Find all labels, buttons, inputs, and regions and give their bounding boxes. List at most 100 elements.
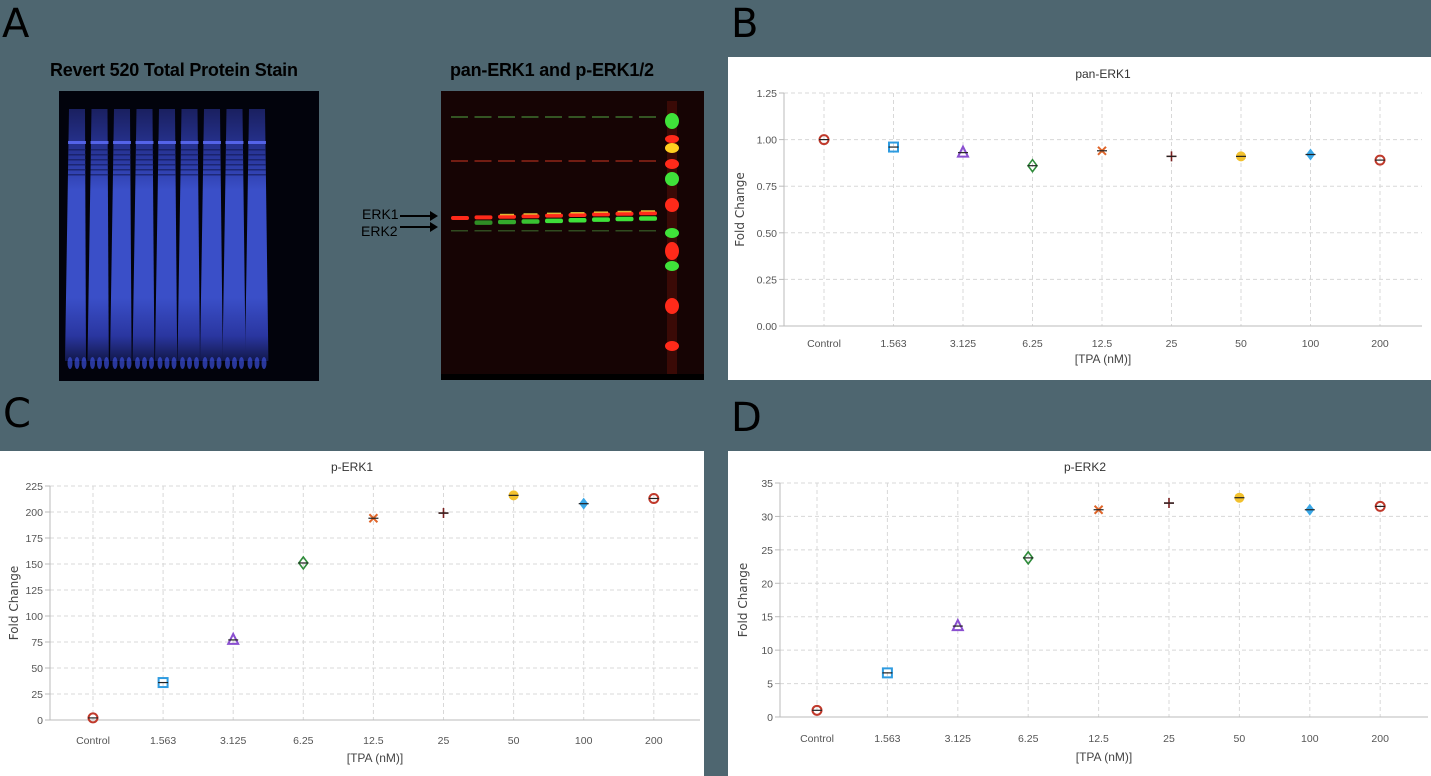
data-point-200 [648, 492, 660, 504]
chart-title: pan-ERK1 [1075, 67, 1131, 81]
data-point-1-563 [888, 141, 899, 153]
data-point-6-25 [1022, 550, 1034, 566]
x-tick-label: 3.125 [945, 733, 971, 745]
x-tick-label: 3.125 [950, 338, 976, 350]
total-protein-stain-gel-image [59, 91, 319, 381]
x-tick-label: Control [76, 735, 110, 747]
x-tick-label: 200 [645, 735, 663, 747]
data-point-3-125 [226, 631, 240, 645]
x-tick-label: 200 [1371, 733, 1389, 745]
y-axis-label: Fold Change [736, 563, 750, 638]
y-tick-label: 200 [25, 507, 43, 519]
chart-svg: pan-ERK1 0.00 0.25 0.50 0.75 1.00 1.25 Control 1… [733, 67, 1422, 366]
data-point-12-5 [1097, 146, 1107, 156]
data-point-control [818, 134, 830, 146]
x-tick-label: 25 [438, 735, 450, 747]
y-tick-label: 10 [761, 645, 773, 657]
data-point-6-25 [297, 555, 309, 571]
data-point-3-125 [951, 617, 965, 632]
x-tick-label: 25 [1163, 733, 1175, 745]
erk1-arrow-icon [400, 211, 438, 221]
stain-lane [65, 109, 87, 369]
data-point-100 [1304, 503, 1315, 516]
panel-label-b: B [731, 1, 759, 47]
x-tick-label: Control [807, 338, 841, 350]
data-point-12-5 [368, 513, 379, 523]
chart-svg: p-ERK1 0 25 50 75 100 125 150 175 200 225 Control 1.… [7, 460, 700, 765]
molecular-weight-ladder [665, 101, 679, 376]
data-point-200 [1374, 154, 1386, 166]
data-point-50 [1236, 151, 1246, 162]
x-tick-label: 12.5 [1088, 733, 1109, 745]
data-point-6-25 [1027, 158, 1038, 174]
y-tick-label: 0.25 [757, 274, 778, 286]
stain-lane [132, 109, 155, 369]
y-tick-label: 25 [31, 689, 43, 701]
x-tick-label: 6.25 [1018, 733, 1039, 745]
panel-label-a: A [2, 1, 30, 47]
x-tick-label: 50 [1235, 338, 1247, 350]
erk1-band-label: ERK1 [362, 206, 399, 222]
y-tick-label: 0 [767, 712, 773, 724]
blot-lane [474, 116, 493, 232]
data-point-25 [438, 508, 449, 519]
y-tick-label: 0.50 [757, 228, 778, 240]
y-tick-label: 25 [761, 545, 773, 557]
chart-p-erk1: p-ERK1 0 25 50 75 100 125 150 175 200 225 Control 1.… [0, 451, 704, 776]
x-axis-label: [TPA (nM)] [1076, 750, 1132, 764]
blot-lane [521, 116, 540, 232]
erk-blot-title: pan-ERK1 and p-ERK1/2 [450, 60, 654, 80]
x-tick-label: 100 [575, 735, 593, 747]
x-tick-label: 100 [1301, 733, 1319, 745]
blot-lane [568, 116, 587, 232]
stain-lane [155, 109, 178, 369]
chart-title: p-ERK2 [1064, 460, 1106, 474]
x-tick-label: 12.5 [1092, 338, 1113, 350]
y-tick-label: 15 [761, 612, 773, 624]
x-tick-label: 100 [1302, 338, 1320, 350]
erk-western-blot-image [441, 91, 704, 380]
blot-lane [498, 116, 516, 232]
data-point-1-563 [881, 667, 893, 679]
data-point-3-125 [956, 144, 970, 158]
data-point-50 [508, 490, 519, 501]
y-axis-label: Fold Change [7, 566, 21, 641]
y-tick-label: 0.00 [757, 321, 778, 333]
y-axis-label: Fold Change [733, 172, 747, 247]
y-tick-label: 75 [31, 637, 43, 649]
y-tick-label: 175 [25, 533, 43, 545]
x-tick-label: 25 [1166, 338, 1178, 350]
erk2-arrow-icon [400, 222, 438, 232]
x-tick-label: 3.125 [220, 735, 246, 747]
stain-lane [177, 109, 200, 369]
y-tick-label: 0 [37, 715, 43, 727]
y-tick-label: 30 [761, 511, 773, 523]
y-tick-label: 1.25 [757, 88, 778, 100]
x-tick-label: 1.563 [150, 735, 176, 747]
x-tick-label: 6.25 [1022, 338, 1043, 350]
x-tick-label: 1.563 [874, 733, 900, 745]
stain-lane [222, 109, 246, 369]
x-tick-label: 6.25 [293, 735, 314, 747]
data-point-25 [1166, 151, 1177, 162]
blot-lane [592, 116, 610, 232]
chart-pan-erk1: pan-ERK1 0.00 0.25 0.50 0.75 1.00 1.25 Control 1… [728, 57, 1431, 380]
x-axis-label: [TPA (nM)] [347, 751, 403, 765]
blot-lane [451, 116, 469, 232]
y-tick-label: 50 [31, 663, 43, 675]
data-point-50 [1234, 492, 1245, 503]
data-point-200 [1374, 500, 1386, 512]
stain-lane [87, 109, 109, 369]
x-axis-label: [TPA (nM)] [1075, 352, 1131, 366]
y-tick-label: 0.75 [757, 181, 778, 193]
panel-label-c: C [3, 391, 31, 437]
data-point-control [87, 712, 99, 724]
chart-svg: p-ERK2 0 5 10 15 20 25 30 35 Control 1.563 3.125 6.2… [736, 460, 1428, 764]
y-tick-label: 35 [761, 478, 773, 490]
x-tick-label: Control [800, 733, 834, 745]
y-tick-label: 125 [25, 585, 43, 597]
data-point-25 [1164, 498, 1174, 509]
y-tick-label: 150 [25, 559, 43, 571]
data-point-100 [578, 497, 589, 510]
chart-title: p-ERK1 [331, 460, 373, 474]
